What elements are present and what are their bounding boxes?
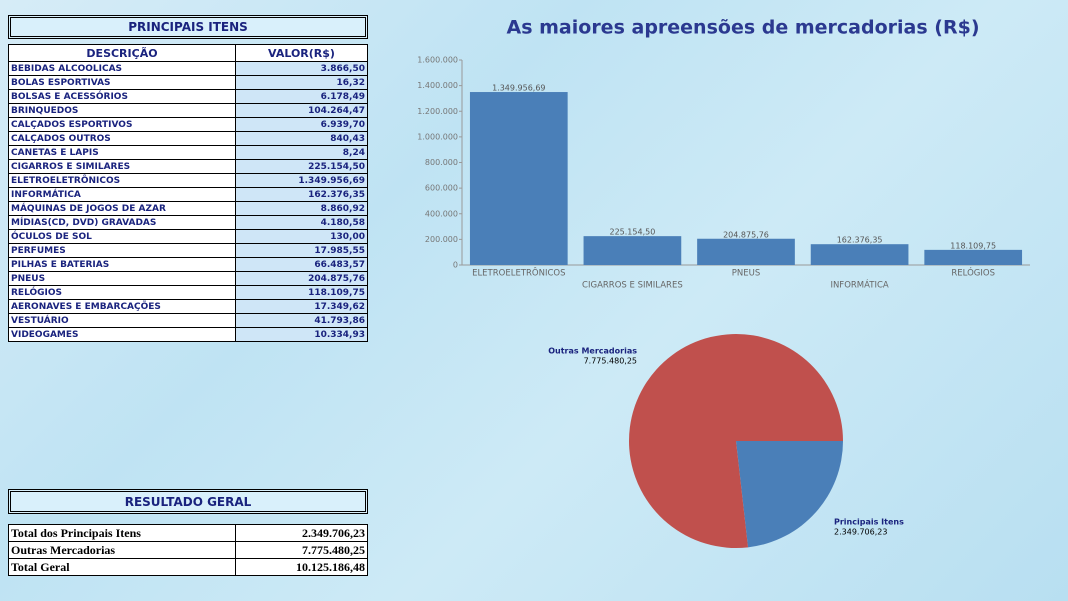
table-row: CANETAS E LAPIS 8,24 — [8, 145, 368, 160]
bar — [583, 236, 682, 265]
pie-label: Outras Mercadorias — [548, 347, 637, 356]
item-value: 3.866,50 — [235, 61, 368, 76]
x-tick-label: RELÓGIOS — [951, 267, 995, 279]
x-tick-label: ELETROELETRÔNICOS — [472, 267, 565, 279]
table-row: Total Geral 10.125.186,48 — [8, 558, 368, 576]
table-row: PNEUS 204.875,76 — [8, 271, 368, 286]
y-tick-label: 0 — [453, 261, 458, 270]
bar — [810, 244, 909, 265]
item-value: 8.860,92 — [235, 201, 368, 216]
summary-value: 10.125.186,48 — [235, 558, 368, 576]
pie-slice — [629, 334, 843, 548]
value-label: 204.875,76 — [723, 230, 769, 239]
bar — [697, 238, 795, 265]
bar — [469, 92, 568, 265]
items-title: PRINCIPAIS ITENS — [8, 15, 368, 39]
item-name: VIDEOGAMES — [8, 327, 236, 342]
table-row: BRINQUEDOS 104.264,47 — [8, 103, 368, 118]
chart-title: As maiores apreensões de mercadorias (R$… — [507, 17, 980, 39]
item-value: 130,00 — [235, 229, 368, 244]
y-tick-label: 400.000 — [425, 209, 458, 218]
item-value: 204.875,76 — [235, 271, 368, 286]
pie-label: Principais Itens — [834, 518, 904, 527]
item-value: 104.264,47 — [235, 103, 368, 118]
table-row: CALÇADOS ESPORTIVOS 6.939,70 — [8, 117, 368, 132]
item-value: 10.334,93 — [235, 327, 368, 342]
item-value: 8,24 — [235, 145, 368, 160]
pie-value-label: 7.775.480,25 — [584, 357, 637, 366]
table-row: VIDEOGAMES 10.334,93 — [8, 327, 368, 342]
column-header: VALOR(R$) — [235, 44, 368, 62]
table-row: Outras Mercadorias 7.775.480,25 — [8, 541, 368, 559]
table-row: CIGARROS E SIMILARES 225.154,50 — [8, 159, 368, 174]
value-label: 1.349.956,69 — [492, 84, 545, 93]
y-tick-label: 1.400.000 — [417, 81, 458, 90]
item-value: 225.154,50 — [235, 159, 368, 174]
summary-name: Outras Mercadorias — [8, 541, 236, 559]
pie-value-label: 2.349.706,23 — [834, 528, 887, 537]
summary-name: Total dos Principais Itens — [8, 524, 236, 542]
y-tick-label: 600.000 — [425, 184, 458, 193]
summary-table: Total dos Principais Itens 2.349.706,23 Ou… — [8, 524, 368, 576]
summary-value: 7.775.480,25 — [235, 541, 368, 559]
value-label: 118.109,75 — [950, 241, 996, 250]
table-row: CALÇADOS OUTROS 840,43 — [8, 131, 368, 146]
value-label: 225.154,50 — [609, 228, 655, 237]
x-tick-label: CIGARROS E SIMILARES — [582, 281, 683, 291]
item-value: 6.939,70 — [235, 117, 368, 132]
pie-slice — [736, 441, 843, 548]
x-tick-label: INFORMÁTICA — [830, 279, 888, 291]
bar — [924, 249, 1023, 265]
item-value: 840,43 — [235, 131, 368, 146]
y-tick-label: 1.200.000 — [417, 107, 458, 116]
y-tick-label: 1.000.000 — [417, 132, 458, 141]
y-tick-label: 800.000 — [425, 158, 458, 167]
y-tick-label: 1.600.000 — [417, 56, 458, 65]
table-row: BEBIDAS ALCOOLICAS 3.866,50 — [8, 61, 368, 76]
table-row: INFORMÁTICA 162.376,35 — [8, 187, 368, 202]
summary-title: RESULTADO GERAL — [8, 489, 368, 514]
value-label: 162.376,35 — [837, 236, 883, 245]
table-row: ELETROELETRÔNICOS 1.349.956,69 — [8, 173, 368, 188]
items-table: DESCRIÇÃO VALOR(R$) BEBIDAS ALCOOLICAS 3.8… — [8, 44, 368, 342]
table-row: BOLAS ESPORTIVAS 16,32 — [8, 75, 368, 90]
y-tick-label: 200.000 — [425, 235, 458, 244]
x-tick-label: PNEUS — [732, 269, 760, 279]
table-row: MÁQUINAS DE JOGOS DE AZAR 8.860,92 — [8, 201, 368, 216]
